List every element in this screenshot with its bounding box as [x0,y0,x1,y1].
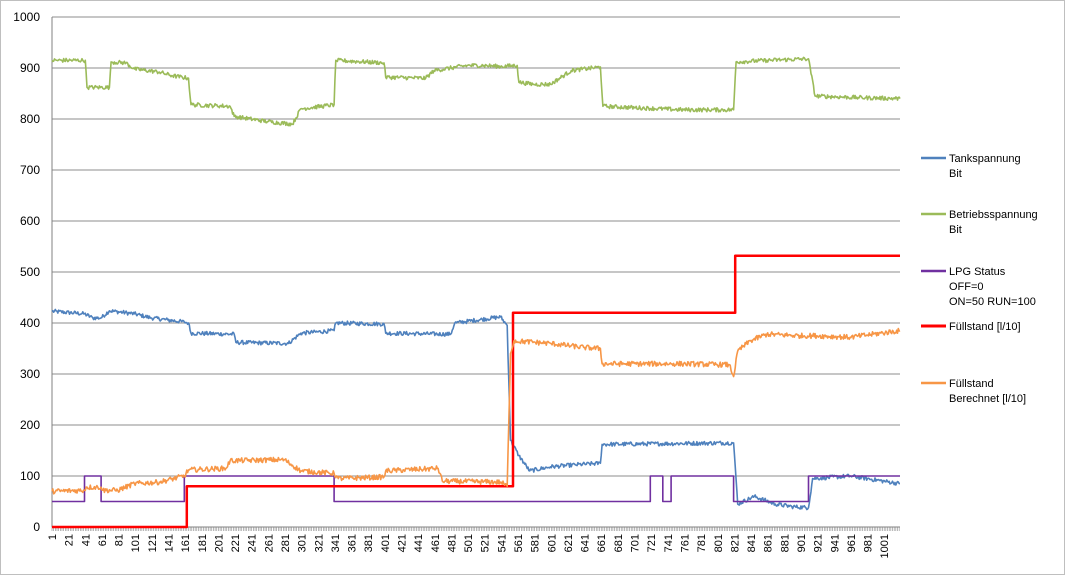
legend-label: Betriebsspannung [949,209,1038,221]
y-tick-label: 1000 [13,10,40,24]
x-tick-label: 121 [147,534,159,552]
x-tick-label: 361 [347,534,359,552]
x-tick-label: 981 [863,534,875,552]
x-tick-label: 621 [563,534,575,552]
legend-label: Füllstand [l/10] [949,321,1021,333]
y-tick-label: 400 [20,316,40,330]
x-tick-label: 201 [213,534,225,552]
x-tick-label: 861 [763,534,775,552]
series-line-4 [51,327,901,495]
x-tick-label: 881 [779,534,791,552]
y-tick-label: 0 [33,520,40,534]
x-tick-label: 901 [796,534,808,552]
x-tick-label: 601 [546,534,558,552]
x-tick-label: 521 [480,534,492,552]
x-tick-label: 161 [180,534,192,552]
x-tick-label: 801 [713,534,725,552]
legend-label: Tankspannung [949,153,1021,165]
x-tick-label: 1 [47,534,59,540]
series-line-3 [52,254,900,529]
x-tick-label: 141 [164,534,176,552]
x-tick-label: 721 [646,534,658,552]
legend-label: Berechnet [l/10] [949,393,1026,405]
x-tick-label: 61 [97,534,109,546]
y-tick-label: 200 [20,418,40,432]
x-tick-label: 501 [463,534,475,552]
series-line-1 [51,56,901,127]
x-tick-label: 241 [247,534,259,552]
x-tick-label: 1001 [879,534,891,558]
legend-label: Füllstand [949,378,994,390]
x-tick-label: 761 [679,534,691,552]
y-tick-label: 500 [20,265,40,279]
x-tick-label: 481 [446,534,458,552]
x-tick-label: 341 [330,534,342,552]
x-tick-label: 261 [263,534,275,552]
x-tick-label: 841 [746,534,758,552]
x-tick-label: 681 [613,534,625,552]
x-tick-label: 321 [313,534,325,552]
legend-label: ON=50 RUN=100 [949,296,1036,308]
legend-label: Bit [949,224,962,236]
legend-label: Bit [949,168,962,180]
x-tick-label: 181 [197,534,209,552]
series-line-0 [51,308,900,511]
x-tick-label: 781 [696,534,708,552]
x-tick-label: 921 [813,534,825,552]
x-tick-label: 421 [397,534,409,552]
y-tick-label: 700 [20,163,40,177]
x-tick-label: 221 [230,534,242,552]
series-line-2 [52,475,900,503]
x-tick-label: 561 [513,534,525,552]
x-tick-label: 581 [530,534,542,552]
x-tick-label: 961 [846,534,858,552]
y-tick-label: 900 [20,61,40,75]
x-tick-label: 441 [413,534,425,552]
y-tick-label: 600 [20,214,40,228]
x-tick-label: 21 [64,534,76,546]
x-tick-label: 461 [430,534,442,552]
x-tick-label: 821 [729,534,741,552]
legend-label: OFF=0 [949,281,984,293]
x-tick-label: 661 [596,534,608,552]
x-tick-label: 301 [297,534,309,552]
x-tick-label: 41 [80,534,92,546]
y-tick-label: 100 [20,469,40,483]
x-tick-label: 281 [280,534,292,552]
gridlines [52,16,900,528]
x-tick-label: 401 [380,534,392,552]
y-tick-label: 800 [20,112,40,126]
x-tick-label: 81 [114,534,126,546]
x-tick-label: 741 [663,534,675,552]
legend-label: LPG Status [949,266,1006,278]
x-tick-label: 381 [363,534,375,552]
x-tick-label: 101 [130,534,142,552]
plot-area [51,56,901,529]
legend: Tankspannung Bit Betriebsspannung Bit LPG St… [921,153,1038,405]
x-tick-label: 541 [496,534,508,552]
y-tick-label: 300 [20,367,40,381]
x-tick-label: 641 [580,534,592,552]
x-axis: 1 21 41 61 81 101 121 141 161 181 201 221 241 261 281 3… [47,527,900,558]
y-axis: 0 100 200 300 400 500 600 700 800 900 1000 [13,10,53,534]
x-tick-label: 701 [630,534,642,552]
x-tick-label: 941 [829,534,841,552]
